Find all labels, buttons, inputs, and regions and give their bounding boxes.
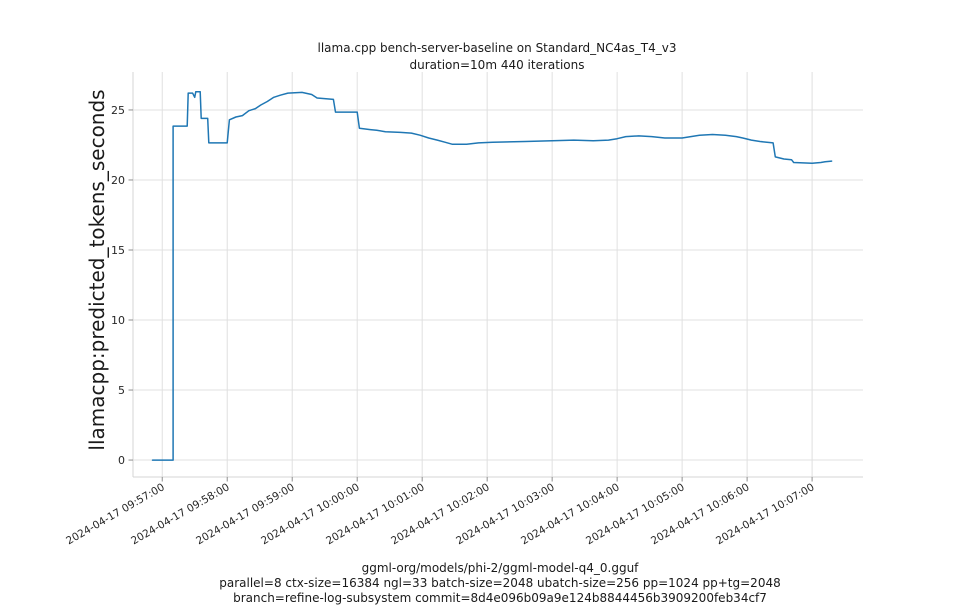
footer-model-path: ggml-org/models/phi-2/ggml-model-q4_0.gg… [361, 561, 639, 575]
series-line [151, 90, 833, 461]
footer-branch-commit: branch=refine-log-subsystem commit=8d4e0… [233, 591, 767, 605]
footer-params: parallel=8 ctx-size=16384 ngl=33 batch-s… [219, 576, 781, 590]
y-tick-label: 25 [111, 104, 125, 117]
y-axis-label: llamacpp:predicted_tokens_seconds [85, 89, 109, 451]
y-tick-label: 15 [111, 244, 125, 257]
y-tick-label: 20 [111, 174, 125, 187]
y-tick-label: 10 [111, 314, 125, 327]
chart-subtitle: duration=10m 440 iterations [409, 58, 585, 72]
chart-title: llama.cpp bench-server-baseline on Stand… [317, 41, 677, 55]
y-tick-label: 5 [118, 384, 125, 397]
y-tick-label: 0 [118, 454, 125, 467]
